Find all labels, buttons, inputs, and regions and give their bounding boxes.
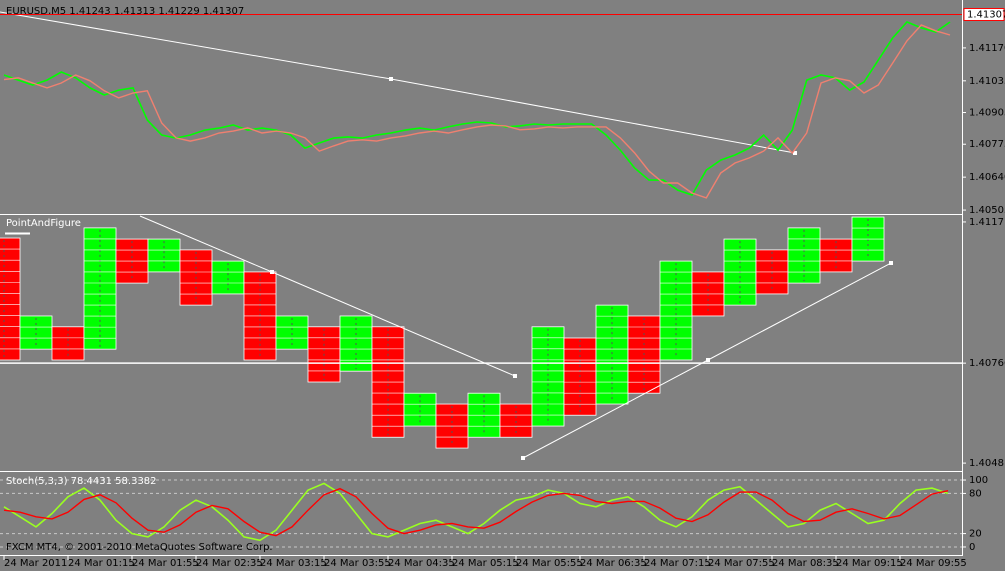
y-tick-label: 1.40640 [969,172,1005,183]
x-tick-label: 24 Mar 09:15 [836,558,903,569]
x-tick-label: 24 Mar 2011 [4,558,67,569]
pnf-column [659,260,693,361]
y-tick-label: 1.40775 [969,139,1005,150]
trendline-handle [793,151,797,155]
last-price-label: 1.41307 [967,9,1005,20]
series-line [3,482,949,542]
panel-title: EURUSD,M5 1.41243 1.41313 1.41229 1.4130… [6,6,244,17]
series-line [3,24,951,199]
pnf-column [595,304,629,405]
y-tick-label: 1.4117 [969,217,1004,228]
x-tick-label: 24 Mar 07:15 [644,558,711,569]
y-tick-label: 1.40505 [969,205,1005,216]
x-tick-label: 24 Mar 04:35 [388,558,455,569]
x-tick-label: 24 Mar 07:55 [708,558,775,569]
pnf-column [83,227,117,350]
y-tick-label: 80 [969,488,982,499]
x-tick-label: 24 Mar 03:15 [260,558,327,569]
trendline-handle [706,358,710,362]
x-tick-label: 24 Mar 05:55 [516,558,583,569]
panel-title: Stoch(5,3,3) 78.4431 58.3382 [6,476,157,487]
y-tick-label: 100 [969,475,988,486]
x-tick-label: 24 Mar 01:55 [132,558,199,569]
x-tick-label: 24 Mar 05:15 [452,558,519,569]
pnf-layer [0,216,885,449]
y-tick-label: 1.4048 [969,458,1004,469]
trendline-handle [521,456,525,460]
y-tick-label: 1.41035 [969,76,1005,87]
y-tick-label: 0 [969,542,975,553]
x-tick-label: 24 Mar 08:35 [772,558,839,569]
y-tick-label: 1.41170 [969,43,1005,54]
x-tick-label: 24 Mar 02:35 [196,558,263,569]
trendline-handle [513,374,517,378]
trendline-handle [389,77,393,81]
note: FXCM MT4, © 2001-2010 MetaQuotes Softwar… [6,542,273,553]
series-line [3,487,949,537]
pnf-column [0,237,21,361]
x-tick-label: 24 Mar 06:35 [580,558,647,569]
x-tick-label: 24 Mar 01:15 [68,558,135,569]
last-price-box [963,7,1005,21]
y-tick-label: 20 [969,529,982,540]
x-tick-label: 24 Mar 09:55 [900,558,967,569]
series-line [3,21,951,196]
trendline-handle [889,261,893,265]
y-tick-label: 1.40766 [969,358,1005,369]
panel-title: PointAndFigure [6,218,81,229]
pnf-column [531,326,565,427]
y-tick-label: 1.40905 [969,108,1005,119]
x-tick-label: 24 Mar 03:55 [324,558,391,569]
trendline-handle [270,270,274,274]
